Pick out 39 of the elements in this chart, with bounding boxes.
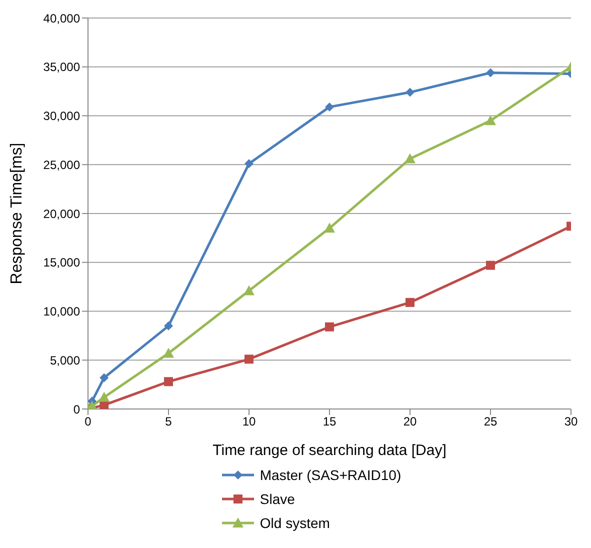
x-tick-label: 30 (564, 414, 578, 429)
legend-label: Old system (260, 515, 330, 531)
point (98, 392, 110, 402)
x-tick-label: 5 (165, 414, 172, 429)
point (244, 354, 254, 364)
y-tick-label: 10,000 (43, 304, 80, 319)
point (100, 373, 109, 382)
point (404, 153, 416, 164)
point (88, 400, 98, 409)
y-tick-label: 30,000 (43, 109, 80, 124)
x-tick-label: 15 (322, 414, 336, 429)
x-tick-label: 10 (242, 414, 256, 429)
point (324, 222, 335, 233)
point (406, 88, 414, 97)
point (406, 298, 414, 307)
legend-label: Slave (260, 491, 295, 507)
y-tick-label: 20,000 (43, 206, 80, 221)
y-tick-label: 15,000 (43, 256, 80, 270)
x-tick-label: 25 (484, 414, 498, 429)
point (244, 159, 254, 168)
point (486, 68, 495, 78)
x-tick-label: 20 (403, 414, 417, 429)
point (164, 321, 173, 330)
point (485, 115, 496, 126)
y-tick-label: 5,000 (50, 353, 80, 368)
point (325, 322, 334, 332)
x-axis-title: Time range of searching data [Day] (212, 442, 446, 459)
y-axis-title: Response Time[ms] (8, 142, 26, 284)
point (164, 377, 173, 386)
point (163, 348, 174, 358)
legend-label: Master (SAS+RAID10) (260, 467, 402, 483)
point (325, 102, 334, 112)
point (244, 285, 254, 296)
x-tick-label: 0 (84, 414, 92, 429)
y-tick-label: 40,000 (43, 11, 80, 26)
y-tick-label: 25,000 (43, 158, 80, 172)
y-tick-label: 0 (73, 402, 80, 416)
y-tick-label: 35,000 (43, 60, 80, 74)
point (486, 260, 495, 270)
